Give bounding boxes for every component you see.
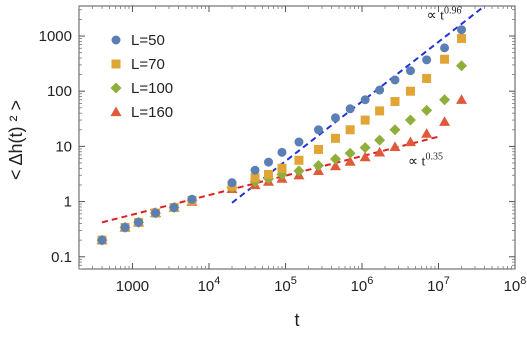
data-point <box>375 106 385 116</box>
legend-marker <box>110 106 122 117</box>
data-point <box>345 125 355 135</box>
data-point <box>440 43 450 53</box>
x-axis-label: t <box>294 310 299 330</box>
y-tick-label: 100 <box>47 83 72 100</box>
data-point <box>151 208 161 218</box>
data-point <box>329 160 341 171</box>
data-point <box>359 151 371 162</box>
data-point <box>457 34 467 44</box>
data-point <box>187 194 197 204</box>
legend-marker <box>110 82 122 94</box>
data-point <box>456 94 468 104</box>
data-point <box>345 104 355 114</box>
data-point <box>250 173 260 183</box>
data-point <box>440 54 450 64</box>
x-tick-label: 108 <box>504 275 527 295</box>
y-tick-label: 0.1 <box>51 249 72 266</box>
data-point <box>405 66 415 76</box>
y-tick-label: 1 <box>64 194 72 211</box>
data-points-layer <box>96 25 468 246</box>
y-tick-label: 10 <box>55 138 72 155</box>
data-point <box>277 147 287 157</box>
legend-label: L=50 <box>131 32 165 49</box>
ticks-layer: 1000 104 105 106 107 108 0.1 1 10 100 1000 <box>39 6 527 295</box>
legend-label: L=70 <box>131 56 165 73</box>
data-point <box>277 163 287 173</box>
data-point <box>313 144 323 154</box>
power-law-annotation: ∝ t0.96 <box>427 5 462 23</box>
data-point <box>264 169 274 179</box>
data-point <box>169 203 179 213</box>
data-point <box>421 128 433 138</box>
x-tick-label: 105 <box>274 275 297 295</box>
legend-label: L=100 <box>131 80 173 97</box>
data-point <box>344 156 356 166</box>
data-point <box>330 113 340 123</box>
x-tick-label: 104 <box>198 275 221 295</box>
data-point <box>375 85 385 95</box>
data-point <box>97 235 107 245</box>
data-point <box>390 97 400 107</box>
data-point <box>456 60 468 72</box>
data-point <box>457 25 467 35</box>
data-point <box>359 142 371 154</box>
data-point <box>389 141 401 151</box>
data-point <box>294 155 304 165</box>
data-point <box>264 157 274 167</box>
data-point <box>330 133 340 143</box>
data-point <box>329 153 341 165</box>
data-point <box>313 125 323 135</box>
data-point <box>404 114 416 126</box>
data-point <box>374 146 386 157</box>
data-point <box>439 94 451 106</box>
data-point <box>389 124 401 136</box>
data-point <box>360 115 370 125</box>
data-point <box>404 136 416 147</box>
x-tick-label: 107 <box>427 275 450 295</box>
y-tick-label: 1000 <box>39 28 72 45</box>
data-point <box>374 134 386 146</box>
legend: L=50 L=70 L=100 L=160 <box>110 32 173 121</box>
x-tick-label: 1000 <box>116 278 149 295</box>
data-point <box>344 147 356 159</box>
data-point <box>227 178 237 188</box>
data-point <box>312 160 324 172</box>
x-tick-label: 106 <box>351 275 374 295</box>
data-point <box>405 86 415 96</box>
legend-marker <box>111 59 121 69</box>
data-point <box>390 75 400 85</box>
data-point <box>439 116 451 126</box>
data-point <box>250 165 260 175</box>
y-axis-label: < Δh(t) ² > <box>6 100 26 180</box>
fit-line <box>231 5 486 204</box>
power-law-annotation: ∝ t0.35 <box>408 152 443 170</box>
data-point <box>360 95 370 105</box>
annotations-layer: ∝ t0.96 ∝ t0.35 <box>408 5 461 169</box>
data-point <box>422 73 432 83</box>
data-point <box>120 222 130 232</box>
plot-frame <box>78 5 516 270</box>
data-point <box>294 137 304 147</box>
data-point <box>422 55 432 65</box>
data-point <box>421 104 433 116</box>
legend-marker <box>111 35 121 45</box>
legend-label: L=160 <box>131 104 173 121</box>
data-point <box>134 217 144 227</box>
data-point <box>293 165 305 177</box>
